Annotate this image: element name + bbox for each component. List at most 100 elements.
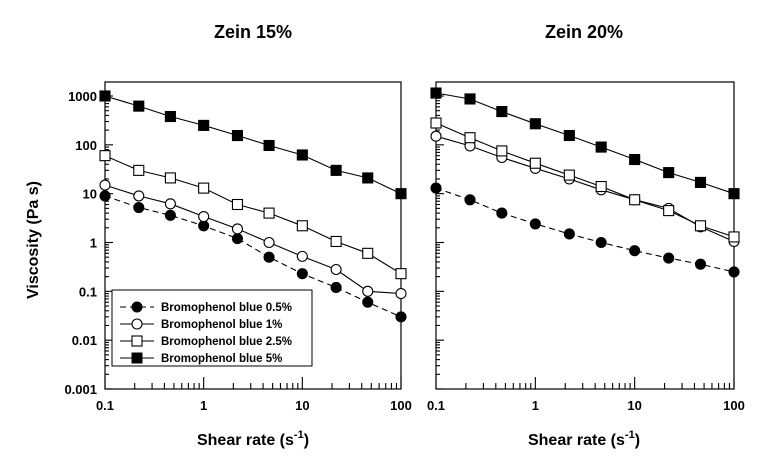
panel-zein-15: Zein 15% 0.1 1 10 100 Shear rate (s-1) 0.00…: [64, 22, 411, 449]
data-point: [529, 157, 541, 169]
data-point: [133, 164, 145, 176]
filled-square-icon: [131, 352, 143, 364]
y-tick-label: 10: [83, 187, 97, 202]
data-point: [629, 153, 641, 166]
open-circle-icon: [131, 318, 143, 330]
x-tick-label: 0.1: [96, 398, 114, 413]
data-point: [231, 223, 244, 235]
series-2: [99, 150, 407, 280]
x-tick-label: 100: [723, 398, 745, 413]
y-tick-labels: 0.001 0.01 0.1 1 10 100 1000: [64, 89, 97, 397]
series-line: [435, 135, 735, 243]
data-point: [362, 247, 374, 259]
data-point: [529, 218, 541, 230]
data-point: [694, 220, 707, 232]
plot-frame: [104, 81, 402, 390]
panel-title: Zein 15%: [214, 22, 292, 42]
series-line: [104, 184, 402, 295]
data-point: [164, 209, 176, 221]
series-0: [430, 182, 740, 278]
x-tick-label: 10: [295, 398, 309, 413]
data-point: [395, 188, 407, 200]
data-point: [563, 169, 575, 181]
data-point: [99, 179, 111, 191]
data-point: [198, 220, 210, 232]
data-point: [430, 182, 442, 194]
series-3: [430, 87, 740, 200]
data-point: [330, 263, 342, 276]
data-point: [430, 130, 442, 142]
data-point: [164, 110, 176, 123]
series-group: [99, 90, 407, 323]
series-line: [435, 92, 735, 195]
data-point: [529, 118, 541, 130]
panel-title: Zein 20%: [545, 22, 623, 42]
data-point: [99, 90, 111, 102]
data-point: [728, 188, 740, 200]
y-tick-label: 0.1: [79, 284, 97, 299]
filled-circle-icon: [131, 301, 143, 313]
data-point: [263, 251, 275, 263]
plot-frame: [435, 81, 735, 390]
legend-label: Bromophenol blue 2.5%: [161, 336, 292, 348]
y-tick-label: 1: [90, 236, 97, 251]
series-0: [99, 190, 407, 323]
data-point: [198, 182, 210, 194]
series-2: [430, 117, 740, 243]
data-point: [496, 207, 508, 219]
data-point: [296, 250, 308, 262]
data-point: [362, 172, 374, 184]
legend-entry-3: Bromophenol blue 5%: [120, 352, 282, 365]
data-point: [595, 236, 607, 249]
series-line: [104, 195, 402, 318]
data-point: [563, 129, 575, 142]
data-point: [99, 150, 111, 162]
x-tick-labels: 0.1 1 10 100: [427, 398, 745, 413]
series-group: [430, 87, 740, 278]
series-1: [99, 179, 407, 300]
x-tick-label: 1: [532, 398, 539, 413]
data-point: [231, 198, 244, 211]
x-tick-label: 10: [627, 398, 641, 413]
data-point: [595, 141, 607, 153]
data-point: [563, 228, 575, 240]
legend-box: [111, 289, 313, 367]
series-line: [435, 122, 735, 238]
data-point: [663, 252, 675, 264]
legend-label: Bromophenol blue 0.5%: [161, 302, 292, 314]
data-point: [595, 180, 607, 193]
data-point: [362, 296, 374, 308]
data-point: [133, 201, 145, 214]
data-point: [430, 117, 442, 129]
data-point: [430, 87, 442, 99]
x-tick-label: 100: [390, 398, 412, 413]
data-point: [395, 268, 407, 280]
x-axis-title: Shear rate (s-1): [197, 429, 309, 449]
data-point: [164, 198, 176, 210]
data-point: [231, 129, 244, 142]
x-axis-title: Shear rate (s-1): [528, 429, 640, 449]
data-point: [728, 231, 740, 243]
data-point: [362, 285, 374, 297]
series-1: [430, 130, 740, 248]
y-tick-label: 100: [75, 138, 97, 153]
data-point: [496, 106, 508, 118]
data-point: [231, 233, 244, 245]
y-tick-label: 0.01: [72, 333, 97, 348]
legend-entry-2: Bromophenol blue 2.5%: [120, 335, 292, 348]
open-square-icon: [131, 335, 143, 347]
x-tick-label: 0.1: [427, 398, 445, 413]
data-point: [263, 236, 275, 249]
data-point: [330, 164, 342, 176]
data-point: [464, 93, 476, 105]
data-point: [296, 149, 308, 161]
data-point: [629, 194, 641, 206]
data-point: [263, 207, 275, 219]
x-tick-labels: 0.1 1 10 100: [96, 398, 412, 413]
data-point: [133, 190, 145, 202]
data-point: [694, 176, 707, 188]
data-point: [296, 268, 308, 280]
data-point: [164, 172, 176, 184]
data-point: [663, 167, 675, 179]
